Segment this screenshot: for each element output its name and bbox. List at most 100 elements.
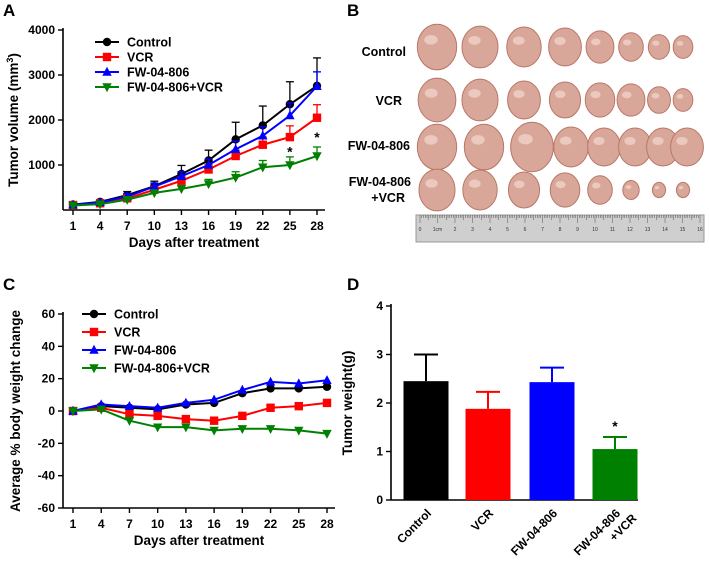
data-point <box>181 423 191 433</box>
ruler-number: 10 <box>592 227 598 233</box>
y-tick-label: -40 <box>38 469 56 483</box>
tumor-highlight <box>468 36 481 45</box>
data-point <box>258 121 267 130</box>
data-point <box>95 200 105 210</box>
y-tick-label: 2 <box>376 396 383 410</box>
tumor-specimen <box>462 169 498 211</box>
ruler: 0 1cm 2 3 4 5 6 7 8 9 10 11 12 13 14 15 16 <box>415 214 705 243</box>
legend: Control VCR FW-04-806 FW-04-806+VCR <box>82 308 210 376</box>
data-point <box>285 132 295 142</box>
bar-group-fw-04-806-vcr: FW-04-806+VCR <box>571 435 640 558</box>
data-point <box>203 159 214 169</box>
legend-label: Control <box>127 36 171 50</box>
x-tick-label: 7 <box>124 219 131 233</box>
series-line <box>72 385 328 412</box>
legend-item-control: Control <box>82 308 158 322</box>
tumor-row-2 <box>417 77 694 123</box>
significance-star: * <box>612 418 618 434</box>
ruler-number: 16 <box>697 227 703 233</box>
y-tick-label: 1 <box>376 445 383 459</box>
y-tick-label: 0 <box>376 493 383 507</box>
legend-item-vcr: VCR <box>95 51 153 65</box>
data-point <box>209 426 219 436</box>
x-tick-label: 28 <box>310 219 324 233</box>
legend-marker <box>102 52 112 62</box>
tumor-highlight <box>513 90 525 98</box>
tumor-highlight <box>678 186 684 190</box>
x-tick-label: 4 <box>97 219 104 233</box>
tumor-highlight <box>621 91 632 99</box>
data-point <box>237 425 248 434</box>
photo-row-label: Control <box>362 45 406 59</box>
legend-marker <box>89 327 99 337</box>
legend-label: FW-04-806+VCR <box>127 81 223 95</box>
data-point <box>294 426 304 436</box>
data-point <box>153 411 162 421</box>
photo-row-label: +VCR <box>371 191 405 205</box>
tumor-highlight <box>513 180 525 189</box>
legend-marker <box>102 37 112 47</box>
data-point <box>149 181 160 191</box>
tumor-specimen <box>670 127 704 167</box>
legend-label: FW-04-806+VCR <box>114 362 210 376</box>
x-tick-label: 28 <box>320 517 334 531</box>
data-point <box>294 401 303 411</box>
tumor-specimen <box>548 81 582 119</box>
ruler-number: 15 <box>680 227 686 233</box>
bar <box>592 449 638 500</box>
y-tick-label: 2000 <box>28 113 55 127</box>
tumor-specimen <box>675 181 691 199</box>
data-point <box>176 171 187 180</box>
data-point <box>322 382 332 391</box>
x-tick-label: 25 <box>283 219 297 233</box>
legend-item-fw-04-806: FW-04-806 <box>95 66 189 80</box>
ruler-number: 8 <box>559 227 562 233</box>
legend-marker <box>102 83 112 93</box>
tumor-highlight <box>554 37 566 45</box>
tumor-highlight <box>624 137 636 145</box>
legend-item-control: Control <box>95 36 171 50</box>
legend-item-vcr: VCR <box>82 326 140 340</box>
ruler-number: 13 <box>645 227 651 233</box>
tumor-highlight <box>518 134 533 145</box>
ruler-number: 0 <box>419 227 422 233</box>
tumor-highlight <box>471 135 485 145</box>
data-point <box>68 407 78 417</box>
data-point <box>122 195 132 205</box>
data-point <box>203 180 214 190</box>
y-tick-label: 4 <box>376 299 383 313</box>
x-tick-label: 22 <box>256 219 270 233</box>
tumor-highlight <box>651 93 660 99</box>
data-point <box>231 151 240 161</box>
data-point <box>258 140 267 149</box>
bar <box>529 382 575 500</box>
tumor-highlight <box>623 39 632 46</box>
tumor-highlight <box>554 90 566 99</box>
tumor-highlight <box>424 135 438 145</box>
tumor-row-3 <box>416 121 704 173</box>
data-point <box>322 398 332 408</box>
data-point <box>312 152 322 162</box>
tumor-specimen <box>510 121 554 173</box>
data-point <box>209 416 219 425</box>
data-point <box>204 165 213 174</box>
tumor-specimen <box>549 172 581 208</box>
photo-row-label: VCR <box>376 94 402 108</box>
legend-label: FW-04-806 <box>114 344 176 358</box>
photo-row-label: FW-04-806 <box>349 175 411 189</box>
data-point <box>124 417 135 426</box>
tumor-specimen <box>461 25 499 69</box>
panel-c-body-weight-chart: C -60 -40 -20 0 20 40 60 1 4 7 10 13 16 19 22 25 28 Days a… <box>3 275 335 548</box>
tumor-specimen <box>506 26 542 68</box>
y-axis-title: Tumor volume (mm3) <box>5 53 21 187</box>
x-tick-label: 22 <box>264 517 278 531</box>
y-tick-label: 1000 <box>28 158 55 172</box>
data-point <box>285 161 295 171</box>
tumor-highlight <box>592 182 601 189</box>
bar <box>465 408 511 500</box>
tumor-row-1 <box>416 23 694 71</box>
data-point <box>285 110 295 120</box>
data-point <box>209 394 219 404</box>
